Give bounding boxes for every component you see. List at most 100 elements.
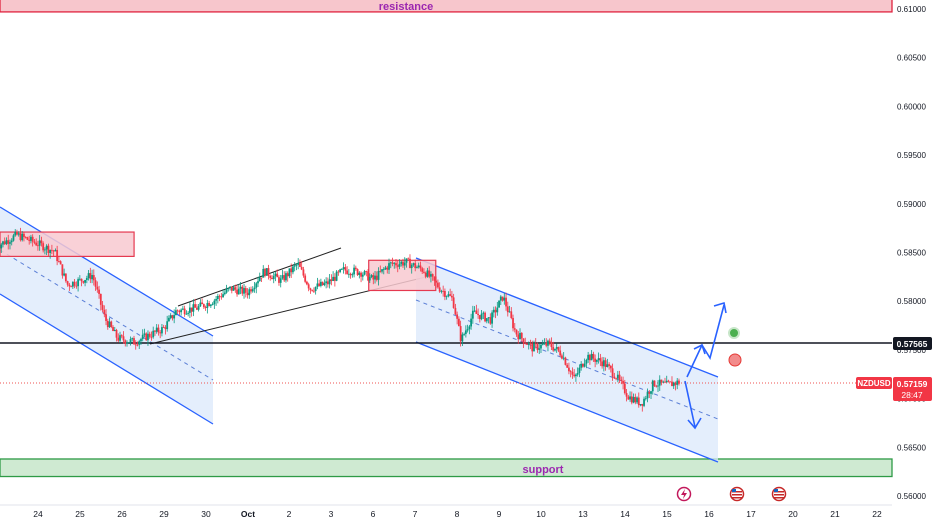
- candle-body: [482, 313, 484, 314]
- candle-body: [161, 327, 163, 333]
- candle-body: [379, 271, 381, 272]
- candle-body: [325, 281, 327, 283]
- candle-body: [175, 310, 177, 315]
- candle-body: [399, 264, 401, 267]
- candle-body: [372, 275, 374, 279]
- candle-body: [615, 378, 617, 379]
- candle-body: [671, 382, 673, 386]
- candle-body: [675, 383, 677, 385]
- candle-body: [393, 263, 395, 264]
- candle-countdown-text: 28:47: [901, 390, 923, 400]
- candle-body: [337, 272, 339, 273]
- candle-body: [9, 242, 11, 244]
- us-flag-event-icon[interactable]: [731, 488, 744, 501]
- candle-body: [376, 276, 378, 280]
- time-tick-label: 16: [704, 509, 714, 519]
- candle-body: [386, 268, 388, 270]
- time-tick-label: 17: [746, 509, 756, 519]
- candle-body: [503, 298, 505, 301]
- candle-body: [28, 240, 30, 241]
- candle-body: [547, 341, 549, 346]
- candle-body: [294, 265, 296, 266]
- candle-body: [507, 306, 509, 312]
- candle-body: [60, 261, 62, 264]
- time-tick-label: 22: [872, 509, 882, 519]
- candle-body: [37, 245, 39, 246]
- candle-body: [484, 313, 486, 322]
- candle-body: [236, 290, 238, 295]
- candle-body: [77, 279, 79, 286]
- time-tick-label: 30: [201, 509, 211, 519]
- candle-body: [605, 360, 607, 367]
- candle-body: [523, 338, 525, 343]
- candle-body: [666, 381, 668, 383]
- earnings-event-icon[interactable]: [678, 488, 691, 501]
- us-flag-event-icon-2[interactable]: [773, 488, 786, 501]
- candle-body: [88, 273, 90, 278]
- candle-body: [334, 277, 336, 281]
- candle-body: [58, 261, 60, 262]
- candle-body: [245, 288, 247, 293]
- candle-body: [510, 311, 512, 318]
- candle-body: [112, 327, 114, 331]
- candle-body: [528, 343, 530, 345]
- candle-body: [444, 291, 446, 297]
- time-tick-label: 8: [455, 509, 460, 519]
- candle-body: [381, 269, 383, 271]
- candle-body: [166, 321, 168, 329]
- candle-body: [572, 372, 574, 375]
- candle-body: [114, 330, 116, 331]
- candle-body: [299, 263, 301, 267]
- candle-body: [234, 287, 236, 289]
- candle-body: [509, 311, 511, 312]
- candle-body: [357, 269, 359, 275]
- time-tick-label: 24: [33, 509, 43, 519]
- candle-body: [315, 287, 317, 291]
- candle-body: [545, 343, 547, 346]
- candle-body: [517, 334, 519, 339]
- candle-body: [596, 360, 598, 362]
- candle-body: [496, 308, 498, 313]
- candle-body: [68, 285, 70, 287]
- candle-body: [599, 358, 601, 361]
- candle-body: [488, 317, 490, 318]
- candle-body: [573, 375, 575, 376]
- candle-body: [290, 268, 292, 272]
- candle-body: [184, 309, 186, 315]
- time-tick-label: 14: [620, 509, 630, 519]
- candle-body: [149, 334, 151, 337]
- candle-body: [25, 237, 27, 238]
- candle-body: [495, 310, 497, 313]
- candle-body: [203, 304, 205, 307]
- candle-body: [390, 262, 392, 263]
- candle-body: [664, 382, 666, 383]
- candle-body: [435, 281, 437, 283]
- candle-body: [432, 274, 434, 277]
- candle-body: [124, 340, 126, 343]
- candle-body: [75, 286, 77, 287]
- candle-body: [395, 263, 397, 265]
- candle-body: [512, 318, 514, 328]
- candle-body: [448, 294, 450, 296]
- candle-body: [629, 396, 631, 399]
- candle-body: [402, 262, 404, 266]
- candle-body: [533, 343, 535, 351]
- candle-body: [96, 287, 98, 290]
- candle-body: [208, 303, 210, 306]
- candle-body: [53, 251, 55, 252]
- candle-body: [316, 283, 318, 286]
- candle-body: [346, 270, 348, 273]
- candle-body: [74, 282, 76, 286]
- candle-body: [32, 237, 34, 242]
- candle-body: [212, 304, 214, 305]
- time-tick-label: 20: [788, 509, 798, 519]
- candle-body: [669, 382, 671, 383]
- candle-body: [650, 391, 652, 394]
- candle-body: [247, 293, 249, 295]
- time-tick-label: 13: [578, 509, 588, 519]
- price-tick-label: 0.61000: [897, 5, 926, 14]
- candle-body: [93, 275, 95, 280]
- candle-body: [301, 267, 303, 270]
